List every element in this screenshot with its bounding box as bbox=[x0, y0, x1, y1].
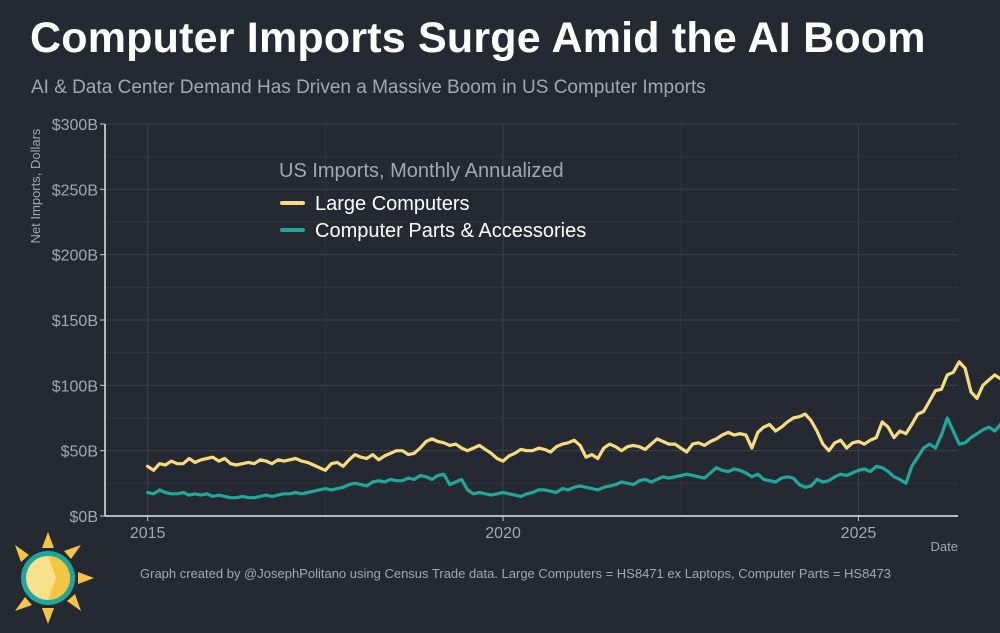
source-credit: Graph created by @JosephPolitano using C… bbox=[140, 566, 892, 581]
y-axis-title: Net Imports, Dollars bbox=[28, 128, 43, 243]
y-tick-label: $50B bbox=[61, 444, 98, 461]
legend-label: Large Computers bbox=[315, 193, 470, 215]
y-tick-label: $0B bbox=[70, 509, 98, 526]
x-tick-label: 2015 bbox=[130, 525, 166, 542]
sun-logo-icon bbox=[15, 532, 94, 624]
y-tick-label: $100B bbox=[52, 378, 98, 395]
series-line-large-computers bbox=[146, 360, 1000, 472]
x-tick-label: 2025 bbox=[841, 525, 877, 542]
chart-subtitle: AI & Data Center Demand Has Driven a Mas… bbox=[31, 77, 706, 98]
y-tick-label: $200B bbox=[52, 248, 98, 265]
series-line-computer-parts bbox=[146, 416, 1000, 500]
y-tick-label: $250B bbox=[52, 182, 98, 199]
x-tick-label: 2020 bbox=[485, 525, 521, 542]
legend: US Imports, Monthly Annualized Large Comp… bbox=[279, 160, 586, 242]
x-axis-title: Date bbox=[931, 539, 958, 554]
axes: $0B $50B $100B $150B $200B $250B $300B 2015 2020… bbox=[28, 117, 958, 554]
series-layer bbox=[146, 360, 1000, 500]
grid-lines bbox=[105, 123, 958, 517]
y-tick-label: $150B bbox=[52, 313, 98, 330]
chart-title: Computer Imports Surge Amid the AI Boom bbox=[30, 14, 926, 62]
legend-title: US Imports, Monthly Annualized bbox=[279, 160, 564, 182]
legend-label: Computer Parts & Accessories bbox=[315, 220, 586, 242]
y-tick-label: $300B bbox=[52, 117, 98, 134]
